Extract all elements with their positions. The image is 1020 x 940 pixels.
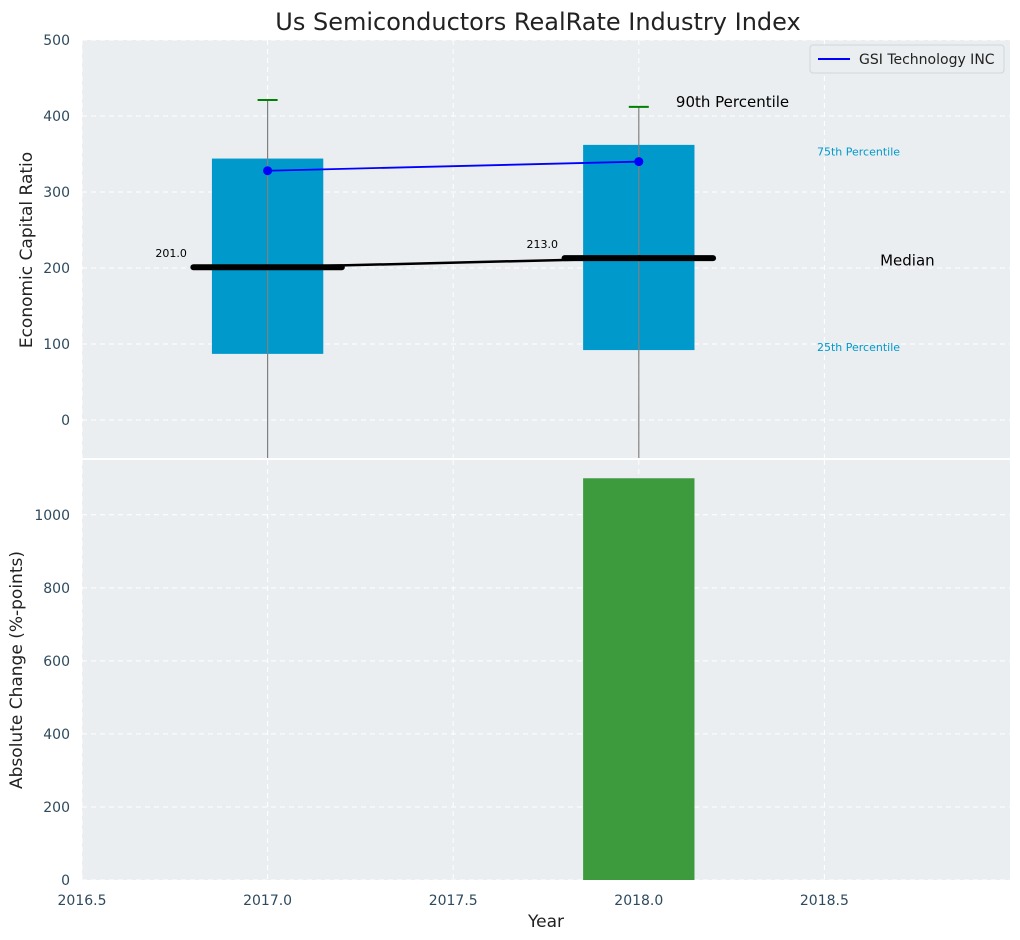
box-plot-panel: 0 100 200 300 400 500 201.0 213.0 90th Percentil…: [43, 33, 1010, 458]
top-y-tick-label: 200: [43, 261, 70, 277]
top-y-tick-label: 400: [43, 109, 70, 125]
x-axis-label: Year: [527, 912, 564, 932]
bottom-y-tick-label: 400: [43, 727, 70, 743]
median-value-label: 213.0: [527, 238, 559, 251]
legend: GSI Technology INC: [809, 44, 1005, 74]
company-series-line: [267, 160, 639, 172]
company-series-point: [263, 166, 273, 176]
chart-title: Us Semiconductors RealRate Industry Inde…: [275, 8, 800, 36]
top-y-tick-label: 0: [61, 413, 70, 429]
bottom-y-tick-label: 600: [43, 654, 70, 670]
legend-box: [809, 44, 1005, 74]
p25-annotation: 25th Percentile: [817, 341, 900, 354]
bottom-panel-background: [82, 460, 1010, 880]
legend-entry-label: GSI Technology INC: [859, 52, 995, 68]
x-tick-label: 2016.5: [58, 893, 107, 909]
p90-annotation: 90th Percentile: [676, 93, 789, 111]
x-tick-label: 2017.5: [429, 893, 478, 909]
x-tick-label: 2018.5: [800, 893, 849, 909]
top-y-tick-label: 100: [43, 337, 70, 353]
p75-annotation: 75th Percentile: [817, 146, 900, 159]
x-tick-label: 2018.0: [614, 893, 663, 909]
x-tick-label: 2017.0: [243, 893, 292, 909]
change-bar-panel: 0 200 400 600 800 1000 2016.5 2017.0 2017.5 2018.…: [34, 460, 1010, 909]
median-annotation: Median: [880, 251, 935, 269]
bottom-y-tick-label: 1000: [34, 508, 70, 524]
top-y-tick-label: 500: [43, 33, 70, 49]
bottom-y-tick-label: 200: [43, 800, 70, 816]
bottom-y-tick-label: 0: [61, 873, 70, 889]
absolute-change-bar: [583, 478, 695, 880]
bottom-y-axis-label: Absolute Change (%-points): [7, 551, 27, 789]
top-y-tick-label: 300: [43, 185, 70, 201]
bottom-y-tick-label: 800: [43, 581, 70, 597]
top-y-axis-label: Economic Capital Ratio: [17, 152, 37, 348]
company-series-point: [634, 157, 644, 167]
median-value-label: 201.0: [155, 247, 187, 260]
